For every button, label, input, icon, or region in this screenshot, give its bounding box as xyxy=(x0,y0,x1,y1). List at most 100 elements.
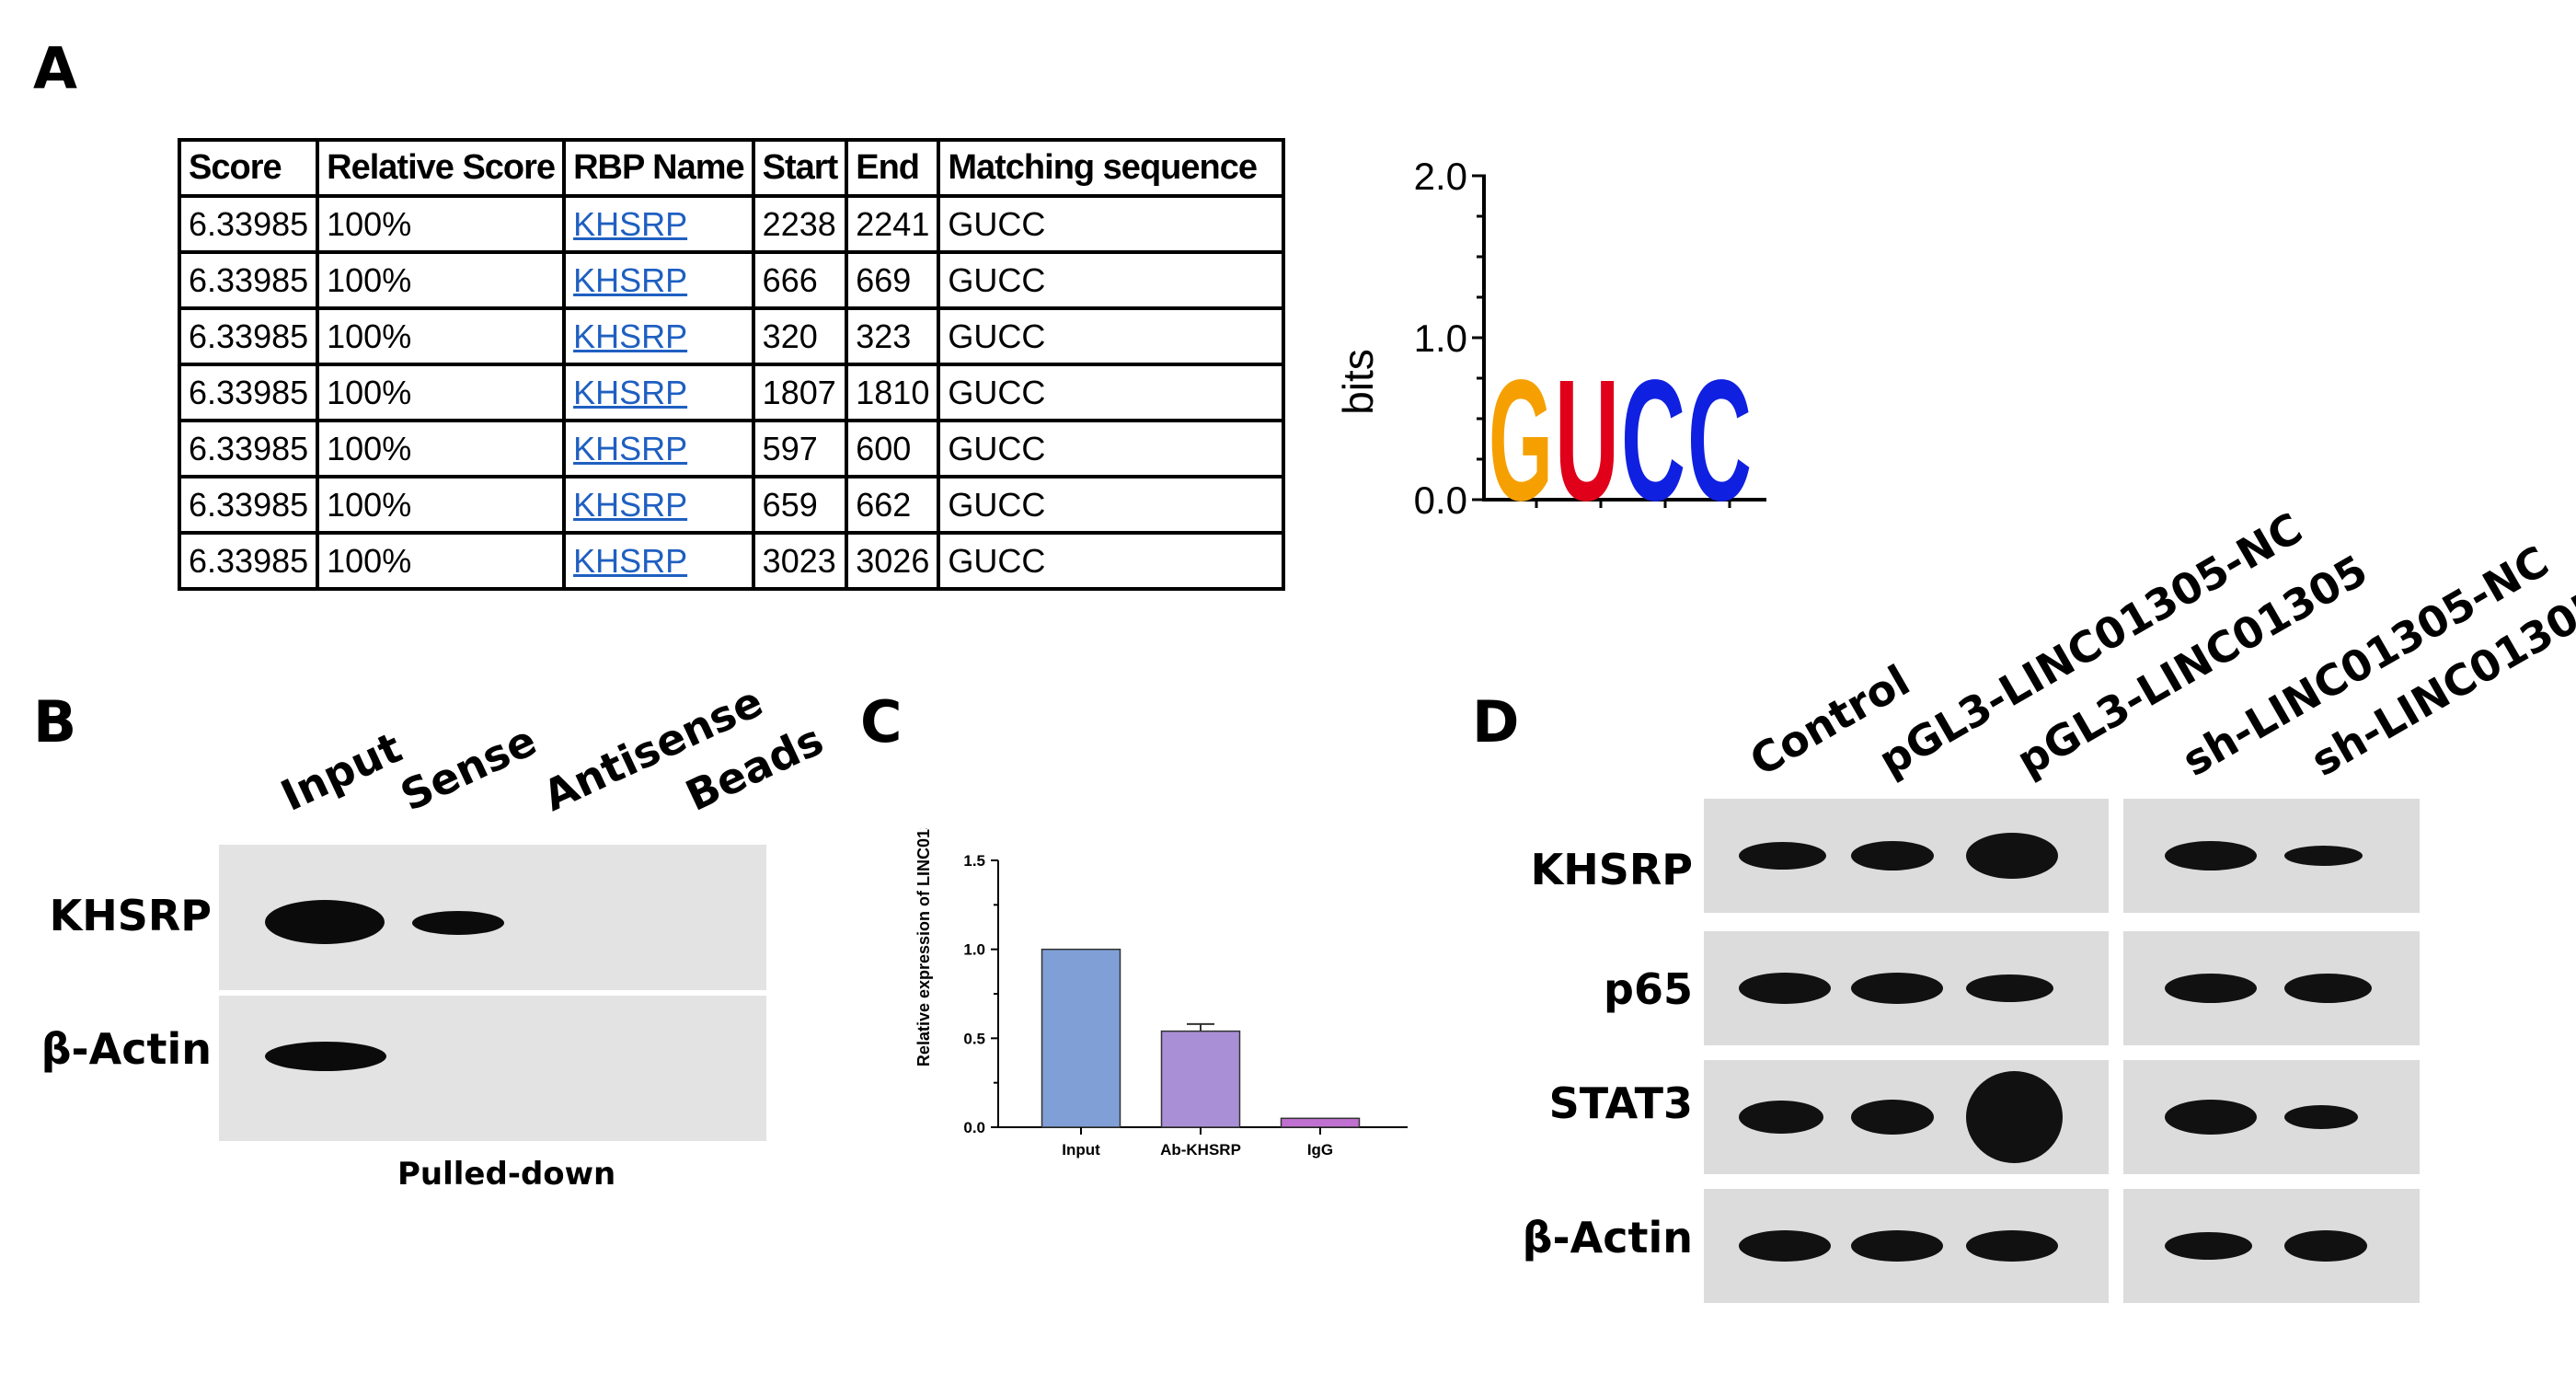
table-row: 6.33985 100% KHSRP 597 600 GUCC xyxy=(177,419,1286,478)
cell-matching-sequence: GUCC xyxy=(937,363,1286,422)
cell-end: 2241 xyxy=(845,194,941,254)
cell-relative-score: 100% xyxy=(316,306,567,366)
panel-d-blot-p65-overexpression xyxy=(1704,931,2109,1045)
table-row: 6.33985 100% KHSRP 659 662 GUCC xyxy=(177,475,1286,535)
cell-rbp-name: KHSRP xyxy=(562,531,755,591)
rbp-name-link[interactable]: KHSRP xyxy=(573,541,688,580)
cell-relative-score: 100% xyxy=(316,194,567,254)
band xyxy=(2284,1230,2367,1262)
panel-d-blot-stat3-overexpression xyxy=(1704,1060,2109,1174)
panel-c-chart: Relative expression of LINC01305 0.0 0.5 1… xyxy=(914,828,1408,1159)
panel-d-blot-stat3-knockdown xyxy=(2123,1060,2420,1174)
band xyxy=(1739,1230,1831,1262)
panel-b-lane-label: Input xyxy=(273,721,409,821)
band xyxy=(2165,841,2257,870)
cell-start: 2238 xyxy=(751,194,849,254)
rbp-name-link[interactable]: KHSRP xyxy=(573,429,688,467)
band xyxy=(1851,841,1934,870)
cell-matching-sequence: GUCC xyxy=(937,419,1286,478)
logo-letter: C xyxy=(1621,343,1685,534)
panel-d-blot-khsrp-knockdown xyxy=(2123,799,2420,913)
panel-b-row-beta-actin: β-Actin xyxy=(40,1024,212,1074)
band xyxy=(1739,1101,1823,1134)
band xyxy=(2284,974,2372,1003)
logo-tick-2: 2.0 xyxy=(1414,155,1467,198)
band xyxy=(2284,1105,2358,1129)
table-header-row: Score Relative Score RBP Name Start End … xyxy=(177,138,1286,198)
logo-letter: U xyxy=(1555,343,1619,534)
cell-start: 659 xyxy=(751,475,849,535)
col-header-matching-sequence: Matching sequence xyxy=(937,138,1286,198)
band xyxy=(2165,974,2257,1003)
band xyxy=(2165,1100,2257,1135)
panel-b-caption: Pulled-down xyxy=(397,1156,616,1193)
band xyxy=(1851,973,1943,1004)
cell-rbp-name: KHSRP xyxy=(562,306,755,366)
band xyxy=(2284,846,2363,866)
cell-end: 662 xyxy=(845,475,941,535)
chart-ytick-label: 0.0 xyxy=(963,1119,985,1136)
cell-rbp-name: KHSRP xyxy=(562,475,755,535)
cell-relative-score: 100% xyxy=(316,475,567,535)
col-header-score: Score xyxy=(177,138,320,198)
rbp-name-link[interactable]: KHSRP xyxy=(573,317,688,355)
panel-b-lane-label: Sense xyxy=(393,715,545,821)
logo-letter: G xyxy=(1489,343,1553,534)
band xyxy=(1966,833,2058,879)
chart-ytick-label: 1.0 xyxy=(963,941,985,959)
rbp-name-link[interactable]: KHSRP xyxy=(573,373,688,411)
logo-ylabel: bits xyxy=(1334,349,1382,415)
panel-b-blot-actin xyxy=(219,996,766,1141)
cell-end: 669 xyxy=(845,250,941,310)
chart-xtick-label: Input xyxy=(1062,1141,1100,1159)
chart-ytick-label: 1.5 xyxy=(963,852,985,870)
table-row: 6.33985 100% KHSRP 3023 3026 GUCC xyxy=(177,531,1286,591)
cell-score: 6.33985 xyxy=(177,419,320,478)
cell-relative-score: 100% xyxy=(316,250,567,310)
logo-letter: C xyxy=(1687,343,1752,534)
panel-label-a: A xyxy=(33,35,77,102)
cell-rbp-name: KHSRP xyxy=(562,250,755,310)
cell-end: 1810 xyxy=(845,363,941,422)
cell-rbp-name: KHSRP xyxy=(562,194,755,254)
band xyxy=(1851,1100,1934,1135)
cell-rbp-name: KHSRP xyxy=(562,363,755,422)
cell-end: 600 xyxy=(845,419,941,478)
cell-relative-score: 100% xyxy=(316,363,567,422)
logo-tick-0: 0.0 xyxy=(1414,478,1467,522)
panel-label-d: D xyxy=(1472,688,1520,755)
cell-matching-sequence: GUCC xyxy=(937,250,1286,310)
chart-bar xyxy=(1041,948,1121,1128)
chart-bar xyxy=(1280,1117,1361,1128)
cell-matching-sequence: GUCC xyxy=(937,306,1286,366)
cell-score: 6.33985 xyxy=(177,475,320,535)
rbp-table: Score Relative Score RBP Name Start End … xyxy=(177,138,1286,591)
cell-rbp-name: KHSRP xyxy=(562,419,755,478)
panel-label-c: C xyxy=(860,688,903,755)
chart-xtick-label: IgG xyxy=(1307,1141,1333,1159)
chart-ylabel: Relative expression of LINC01305 xyxy=(914,828,933,1066)
rbp-name-link[interactable]: KHSRP xyxy=(573,260,688,299)
panel-b-row-khsrp: KHSRP xyxy=(49,891,212,940)
cell-start: 320 xyxy=(751,306,849,366)
band xyxy=(1966,1230,2058,1262)
panel-d-blot--actin-knockdown xyxy=(2123,1189,2420,1303)
panel-d-blot-khsrp-overexpression xyxy=(1704,799,2109,913)
cell-start: 3023 xyxy=(751,531,849,591)
panel-d-row-stat3: STAT3 xyxy=(1548,1078,1693,1128)
chart-bar xyxy=(1160,1030,1241,1128)
col-header-relative-score: Relative Score xyxy=(316,138,567,198)
panel-d-row-khsrp: KHSRP xyxy=(1530,845,1693,894)
band xyxy=(265,1042,386,1071)
cell-end: 323 xyxy=(845,306,941,366)
table-row: 6.33985 100% KHSRP 2238 2241 GUCC xyxy=(177,194,1286,254)
panel-b-blot-khsrp xyxy=(219,845,766,990)
rbp-name-link[interactable]: KHSRP xyxy=(573,485,688,524)
col-header-end: End xyxy=(845,138,941,198)
rbp-name-link[interactable]: KHSRP xyxy=(573,204,688,243)
cell-score: 6.33985 xyxy=(177,531,320,591)
chart-xtick-label: Ab-KHSRP xyxy=(1160,1141,1241,1159)
cell-matching-sequence: GUCC xyxy=(937,531,1286,591)
col-header-rbp-name: RBP Name xyxy=(562,138,755,198)
